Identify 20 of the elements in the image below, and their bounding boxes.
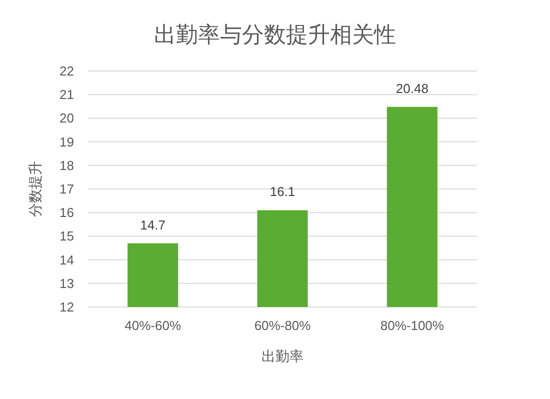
data-label: 20.48 [396, 80, 428, 96]
y-tick-label: 18 [60, 158, 74, 173]
y-tick-label: 12 [60, 300, 74, 314]
y-tick-label: 16 [60, 205, 74, 220]
data-label: 14.7 [140, 217, 166, 232]
chart-title: 出勤率与分数提升相关性 [154, 22, 396, 47]
x-tick-label: 60%-80% [254, 318, 312, 333]
y-axis-title: 分数提升 [27, 161, 43, 217]
y-tick-label: 22 [60, 64, 74, 78]
x-tick-label: 40%-60% [124, 318, 182, 333]
y-tick-label: 20 [60, 110, 74, 126]
data-label: 16.1 [270, 184, 296, 200]
x-tick-label: 80%-100% [380, 318, 444, 333]
y-tick-label: 17 [60, 182, 74, 196]
y-tick-label: 19 [60, 134, 74, 150]
y-tick-label: 15 [60, 228, 74, 244]
y-tick-label: 21 [60, 87, 74, 102]
y-tick-label: 13 [60, 276, 74, 291]
y-tick-label: 14 [60, 252, 74, 268]
x-axis-title: 出勤率 [262, 348, 304, 364]
